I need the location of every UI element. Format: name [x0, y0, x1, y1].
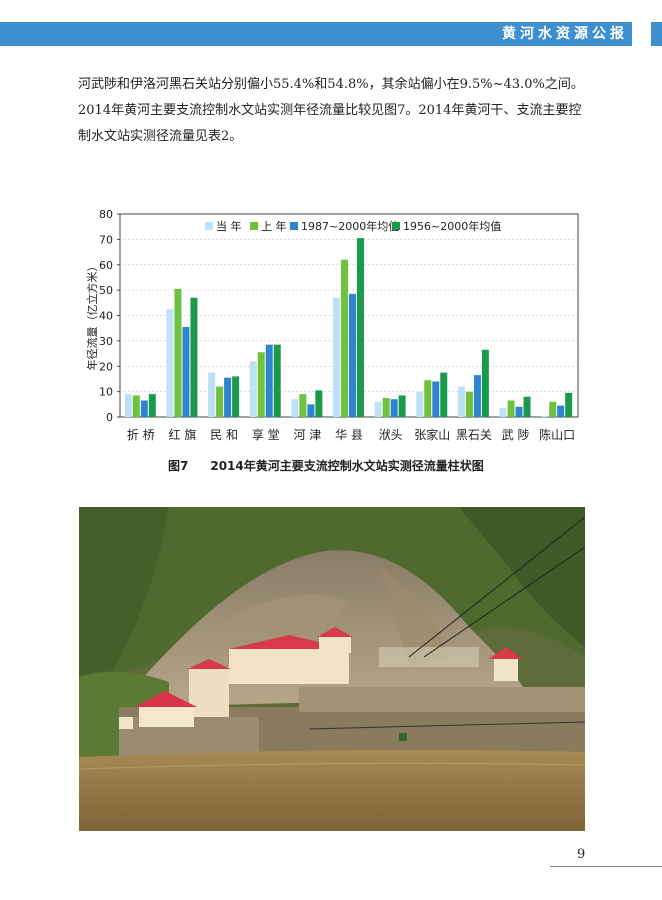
page-number-rule [550, 866, 662, 867]
bar-6-series-3 [349, 293, 356, 417]
x-category-label: 黑石关 [456, 428, 492, 442]
bar-9-series-4 [481, 349, 489, 417]
bar-10-series-1 [499, 408, 507, 417]
bar-7-series-3 [390, 399, 398, 417]
page-number: 9 [577, 847, 586, 862]
bar-1-series-1 [124, 394, 132, 417]
y-tick-label: 70 [99, 233, 113, 246]
x-category-label: 华 县 [335, 428, 363, 442]
bar-1-series-4 [148, 394, 156, 417]
y-axis-label: 年径流量（亿立方米） [85, 261, 99, 371]
bar-2-series-2 [174, 288, 182, 417]
legend-label-3: 1987~2000年均值 [301, 219, 399, 233]
bar-9-series-2 [465, 391, 473, 417]
body-paragraph: 河武陟和伊洛河黑石关站分别偏小55.4%和54.8%，其余站偏小在9.5%~43… [78, 77, 584, 144]
bar-3-series-4 [232, 376, 240, 417]
bar-3-series-3 [224, 377, 232, 417]
legend-label-4: 1956~2000年均值 [403, 219, 501, 233]
bar-11-series-3 [557, 405, 565, 417]
bar-4-series-1 [249, 361, 257, 417]
bar-4-series-4 [273, 344, 281, 417]
y-tick-label: 10 [99, 386, 113, 399]
figure-caption-text: 2014年黄河主要支流控制水文站实测径流量柱状图 [210, 459, 484, 473]
bar-8-series-4 [440, 372, 448, 417]
bar-11-series-2 [549, 401, 557, 417]
bar-10-series-2 [507, 400, 515, 417]
bar-7-series-4 [398, 395, 406, 417]
x-category-label: 洑头 [379, 428, 403, 442]
y-tick-label: 0 [106, 411, 113, 424]
x-category-label: 民 和 [210, 428, 238, 442]
legend-swatch-1 [205, 222, 213, 230]
legend-swatch-3 [290, 222, 298, 230]
bar-5-series-3 [307, 404, 315, 417]
bar-3-series-2 [216, 386, 224, 417]
legend-swatch-2 [250, 222, 258, 230]
bar-1-series-2 [132, 395, 140, 417]
bar-2-series-4 [190, 297, 198, 417]
bar-4-series-3 [265, 344, 273, 417]
y-tick-label: 60 [99, 259, 113, 272]
y-tick-label: 30 [99, 335, 113, 348]
x-category-label: 享 堂 [252, 427, 280, 442]
header-band [0, 22, 632, 46]
bar-7-series-2 [382, 397, 390, 417]
bar-4-series-2 [257, 352, 265, 417]
x-category-label: 武 陟 [502, 428, 530, 442]
y-tick-label: 40 [99, 310, 113, 323]
x-category-label: 折 桥 [127, 427, 155, 442]
bar-5-series-1 [291, 399, 299, 417]
bar-6-series-4 [357, 238, 364, 417]
bar-6-series-1 [333, 297, 340, 417]
header-title: 黄河水资源公报 [502, 26, 628, 42]
figure-caption: 图7 2014年黄河主要支流控制水文站实测径流量柱状图 [168, 457, 484, 474]
bar-11-series-4 [565, 392, 573, 417]
bar-11-series-1 [541, 415, 549, 417]
y-tick-label: 50 [99, 284, 113, 297]
bar-5-series-2 [299, 394, 307, 417]
bar-5-series-4 [315, 390, 323, 417]
legend-label-1: 当 年 [216, 219, 242, 233]
bar-6-series-2 [341, 259, 348, 417]
bar-8-series-3 [432, 381, 440, 417]
bar-1-series-3 [140, 400, 148, 417]
bar-10-series-3 [515, 406, 523, 417]
bar-2-series-3 [182, 326, 190, 417]
bar-9-series-3 [473, 375, 481, 417]
bar-2-series-1 [166, 309, 174, 417]
x-category-label: 张家山 [414, 427, 450, 442]
legend-label-2: 上 年 [261, 219, 287, 233]
bar-chart: 0 10 20 30 40 50 60 70 80 年径流量（亿立方米） 折 桥红 旗民 和享 堂河… [85, 208, 579, 442]
x-category-label: 陈山口 [539, 427, 575, 442]
header-tab [651, 22, 662, 46]
x-category-label: 河 津 [293, 428, 321, 442]
hydrology-station-photo [79, 507, 585, 831]
y-tick-label: 20 [99, 360, 113, 373]
bar-9-series-1 [457, 386, 465, 417]
bar-10-series-4 [523, 396, 531, 417]
bar-8-series-1 [416, 391, 424, 417]
y-tick-label: 80 [99, 208, 113, 221]
figure-number: 图7 [168, 459, 189, 473]
legend-swatch-4 [392, 222, 400, 230]
bar-8-series-2 [424, 380, 432, 417]
x-category-label: 红 旗 [169, 427, 197, 442]
bar-7-series-1 [374, 401, 382, 417]
bar-3-series-1 [208, 372, 216, 417]
